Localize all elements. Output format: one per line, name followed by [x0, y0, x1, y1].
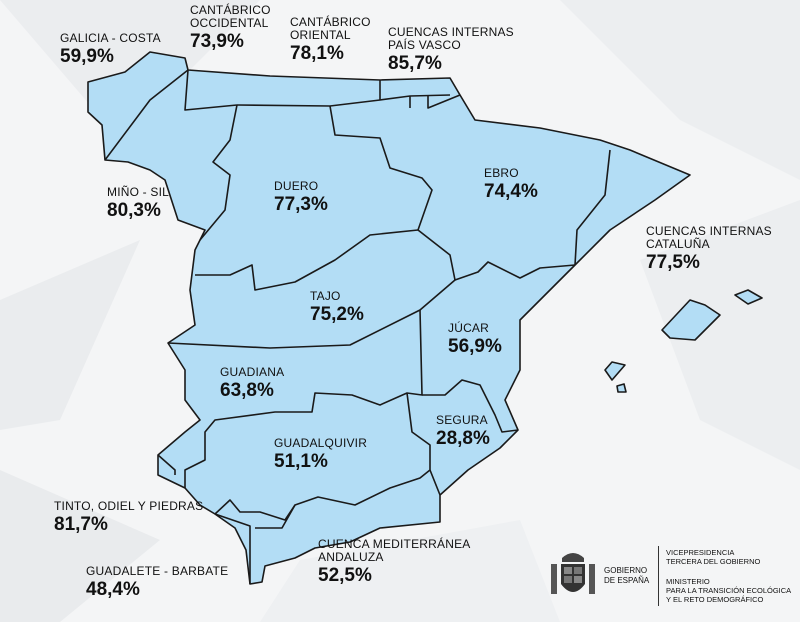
- label-cuencas-internas-cataluna: CUENCAS INTERNAS CATALUÑA 77,5%: [646, 224, 772, 273]
- label-cuenca-mediterranea-andaluza: CUENCA MEDITERRÁNEA ANDALUZA 52,5%: [318, 537, 471, 586]
- basin-value: 51,1%: [274, 451, 328, 472]
- vicepresidencia-text: VICEPRESIDENCIA TERCERA DEL GOBIERNO: [666, 548, 761, 566]
- basin-value: 77,3%: [274, 194, 328, 215]
- basin-name: GUADIANA: [220, 365, 285, 379]
- label-mino-sil: MIÑO - SIL 80,3%: [107, 185, 170, 221]
- island-menorca: [734, 289, 763, 305]
- label-guadalete-barbate: GUADALETE - BARBATE 48,4%: [86, 564, 229, 600]
- coat-of-arms-icon: [551, 553, 595, 594]
- mainland-peninsula: [87, 51, 691, 585]
- basin-name: CANTÁBRICO OCCIDENTAL: [190, 3, 271, 30]
- basin-name: CANTÁBRICO ORIENTAL: [290, 15, 371, 42]
- label-jucar: JÚCAR 56,9%: [448, 321, 502, 357]
- label-duero: DUERO 77,3%: [274, 179, 328, 215]
- basin-name: TINTO, ODIEL Y PIEDRAS: [54, 499, 204, 513]
- basin-name: GALICIA - COSTA: [60, 31, 161, 45]
- label-ebro: EBRO 74,4%: [484, 166, 538, 202]
- island-ibiza: [604, 361, 626, 381]
- label-tinto-odiel-piedras: TINTO, ODIEL Y PIEDRAS 81,7%: [54, 499, 204, 535]
- basin-name: SEGURA: [436, 413, 488, 427]
- basin-name: GUADALQUIVIR: [274, 436, 368, 450]
- gobierno-espana-text: GOBIERNO DE ESPAÑA: [604, 566, 650, 585]
- island-formentera: [616, 383, 627, 393]
- label-tajo: TAJO 75,2%: [310, 289, 364, 325]
- label-cantabrico-occidental: CANTÁBRICO OCCIDENTAL 73,9%: [190, 3, 271, 52]
- basin-name: CUENCA MEDITERRÁNEA ANDALUZA: [318, 537, 471, 564]
- label-cantabrico-oriental: CANTÁBRICO ORIENTAL 78,1%: [290, 15, 371, 64]
- basin-value: 80,3%: [107, 200, 161, 221]
- island-mallorca: [661, 299, 721, 341]
- basin-name: CUENCAS INTERNAS PAÍS VASCO: [388, 25, 514, 52]
- basin-name: TAJO: [310, 289, 341, 303]
- label-guadiana: GUADIANA 63,8%: [220, 365, 285, 401]
- basin-value: 77,5%: [646, 252, 700, 273]
- basin-name: EBRO: [484, 166, 519, 180]
- basin-value: 73,9%: [190, 31, 244, 52]
- basin-name: CUENCAS INTERNAS CATALUÑA: [646, 224, 772, 251]
- basin-name: GUADALETE - BARBATE: [86, 564, 229, 578]
- label-segura: SEGURA 28,8%: [436, 413, 490, 449]
- ministerio-text: MINISTERIO PARA LA TRANSICIÓN ECOLÓGICA …: [666, 577, 792, 604]
- basin-value: 74,4%: [484, 181, 538, 202]
- basin-value: 52,5%: [318, 565, 372, 586]
- label-galicia-costa: GALICIA - COSTA 59,9%: [60, 31, 161, 67]
- basin-value: 63,8%: [220, 380, 274, 401]
- basin-name: JÚCAR: [448, 321, 490, 335]
- basin-value: 75,2%: [310, 304, 364, 325]
- basin-value: 56,9%: [448, 336, 502, 357]
- label-cuencas-internas-pais-vasco: CUENCAS INTERNAS PAÍS VASCO 85,7%: [388, 25, 514, 74]
- basin-value: 78,1%: [290, 43, 344, 64]
- basin-value: 28,8%: [436, 428, 490, 449]
- label-guadalquivir: GUADALQUIVIR 51,1%: [274, 436, 368, 472]
- basin-value: 59,9%: [60, 46, 114, 67]
- footer-divider: [658, 546, 659, 606]
- basin-value: 85,7%: [388, 53, 442, 74]
- basin-name: MIÑO - SIL: [107, 185, 170, 199]
- basin-value: 48,4%: [86, 579, 140, 600]
- basin-name: DUERO: [274, 179, 319, 193]
- basin-value: 81,7%: [54, 514, 108, 535]
- footer-logos: GOBIERNO DE ESPAÑA VICEPRESIDENCIA TERCE…: [548, 546, 798, 606]
